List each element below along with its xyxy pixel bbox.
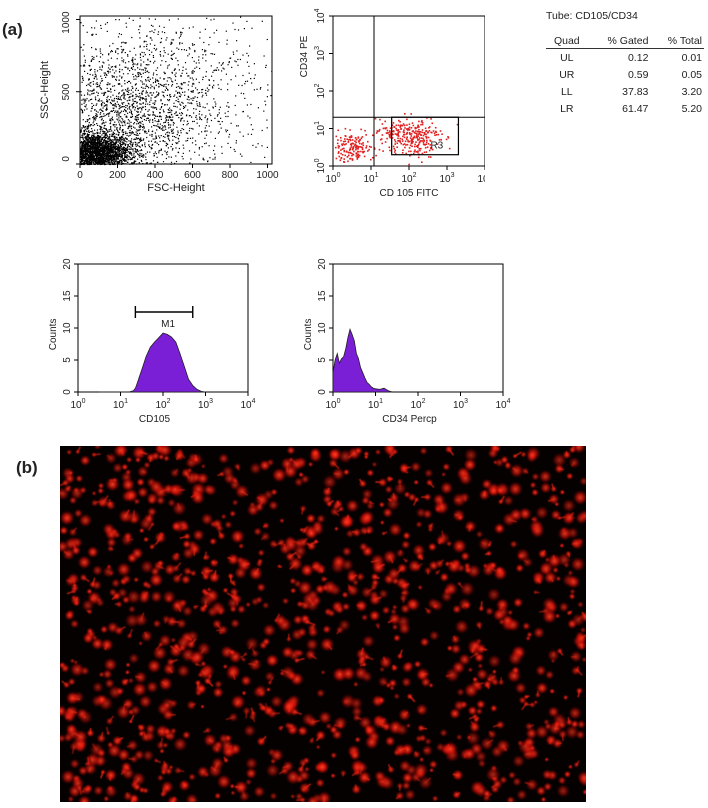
x-tick-label: 103: [439, 172, 454, 185]
x-tick-label: 101: [368, 398, 383, 411]
quadrant-stats-table: Quad % Gated % Total UL 0.12 0.01 UR 0.5…: [546, 34, 704, 117]
header-quad: Quad: [546, 34, 588, 49]
quad-cell: LL: [560, 86, 573, 98]
x-tick-label: 104: [240, 398, 255, 411]
x-tick-label: 600: [184, 170, 201, 181]
gate-label-r3: R3: [430, 141, 443, 152]
y-tick-label: 10: [317, 322, 328, 334]
fluorescence-micrograph: [60, 446, 586, 802]
table-row: UR 0.59 0.05: [546, 66, 704, 83]
cd105-histogram: M1 100 101 102 103 104 0 5 10 15 20 CD105 Counts: [48, 258, 256, 425]
marker-label-m1: M1: [161, 319, 175, 330]
y-axis-label: SSC-Height: [39, 61, 51, 119]
y-tick-label: 0: [61, 156, 72, 162]
x-tick-label: 103: [453, 398, 468, 411]
quad-cell: LR: [560, 103, 574, 115]
gated-cell: 0.59: [627, 69, 649, 81]
y-axis-label: Counts: [303, 319, 314, 351]
y-axis-label: Counts: [48, 319, 59, 351]
x-tick-label: 104: [477, 172, 485, 185]
y-tick-label: 103: [314, 46, 327, 61]
x-tick-label: 102: [401, 172, 416, 185]
panel-label-a: (a): [2, 20, 23, 39]
y-tick-label: 102: [314, 83, 327, 98]
y-tick-label: 15: [317, 290, 328, 302]
x-tick-label: 200: [109, 170, 126, 181]
y-tick-label: 0: [317, 389, 328, 395]
y-tick-label: 5: [317, 357, 328, 363]
histogram-area: [332, 328, 393, 393]
x-tick-label: 400: [147, 170, 164, 181]
y-axis-label: CD34 PE: [299, 35, 310, 77]
x-axis-label: FSC-Height: [147, 182, 204, 194]
x-tick-label: 103: [198, 398, 213, 411]
y-tick-label: 100: [314, 158, 327, 173]
gated-cell: 0.12: [627, 52, 649, 64]
histogram-area: [99, 332, 206, 393]
cd105-cd34-quadrant-plot: R3 100 101 102 103 104 100 101 102 103 104 CD 105 F…: [299, 8, 485, 199]
total-cell: 5.20: [681, 103, 702, 115]
y-tick-label: 101: [314, 121, 327, 136]
y-tick-label: 1000: [61, 11, 72, 34]
total-cell: 0.05: [681, 69, 702, 81]
quad-cell: UR: [559, 69, 575, 81]
x-tick-label: 800: [222, 170, 239, 181]
micrograph-canvas: [60, 446, 586, 802]
gate-r3: [391, 116, 460, 156]
quadrant-statistics: Tube: CD105/CD34 Quad % Gated % Total UL…: [546, 10, 704, 117]
y-tick-label: 20: [317, 258, 328, 270]
stats-header-row: Quad % Gated % Total: [546, 34, 704, 49]
x-axis-label: CD105: [139, 414, 171, 425]
event-points: [80, 16, 273, 166]
header-percent-total: % Total: [650, 34, 704, 49]
x-tick-label: 0: [77, 170, 83, 181]
y-tick-label: 20: [62, 258, 73, 270]
fsc-ssc-scatter-plot: 0 200 400 600 800 1000 0 500 1000 FSC-Height SSC-H…: [39, 11, 279, 194]
tube-title: Tube: CD105/CD34: [546, 10, 638, 22]
x-tick-label: 104: [495, 398, 510, 411]
x-tick-label: 100: [70, 398, 85, 411]
total-cell: 3.20: [681, 86, 702, 98]
y-tick-label: 15: [62, 290, 73, 302]
x-axis-label: CD34 Percp: [382, 414, 437, 425]
gated-cell: 61.47: [622, 103, 649, 115]
x-tick-label: 100: [325, 398, 340, 411]
x-tick-label: 102: [155, 398, 170, 411]
table-row: LR 61.47 5.20: [546, 100, 704, 117]
x-tick-label: 100: [325, 172, 340, 185]
y-tick-label: 104: [314, 8, 327, 23]
x-axis-label: CD 105 FITC: [380, 188, 439, 199]
x-tick-label: 101: [363, 172, 378, 185]
y-tick-label: 5: [62, 357, 73, 363]
x-tick-label: 101: [113, 398, 128, 411]
x-tick-label: 1000: [256, 170, 279, 181]
marker-m1: [134, 306, 194, 318]
y-tick-label: 0: [62, 389, 73, 395]
x-tick-label: 102: [410, 398, 425, 411]
y-tick-label: 10: [62, 322, 73, 334]
cd34-histogram: 100 101 102 103 104 0 5 10 15 20 CD34 Percp Counts: [303, 258, 511, 425]
table-row: UL 0.12 0.01: [546, 49, 704, 67]
table-row: LL 37.83 3.20: [546, 83, 704, 100]
quad-cell: UL: [560, 52, 574, 64]
panel-label-b: (b): [16, 458, 38, 477]
total-cell: 0.01: [681, 52, 702, 64]
y-tick-label: 500: [61, 83, 72, 100]
gated-cell: 37.83: [622, 86, 649, 98]
header-percent-gated: % Gated: [587, 34, 651, 49]
